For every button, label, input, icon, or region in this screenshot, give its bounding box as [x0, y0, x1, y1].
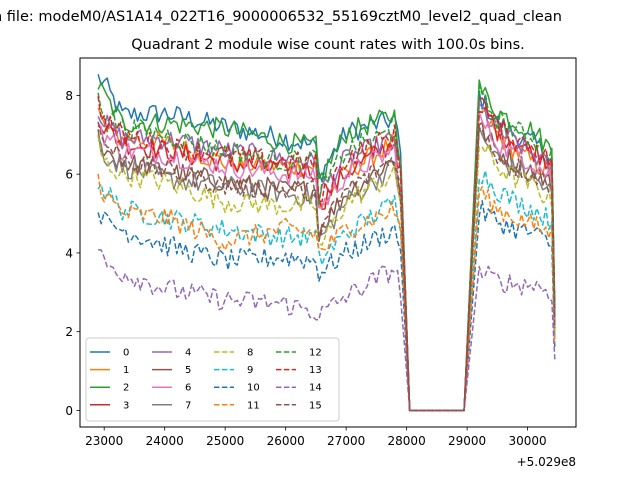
y-tick-label: 4	[65, 246, 73, 260]
figure-suptitle: n file: modeM0/AS1A14_022T16_9000006532_…	[0, 9, 562, 25]
series-line-15	[97, 121, 556, 412]
x-axis: 23000 24000 25000 26000 27000 28000 29000 30000	[85, 427, 547, 448]
x-tick-label: 25000	[206, 434, 244, 448]
legend-label-15: 15	[309, 400, 322, 411]
legend-label-12: 12	[309, 348, 322, 359]
plot-area	[97, 74, 556, 412]
series-line-9	[97, 169, 556, 412]
legend-label-4: 4	[185, 348, 191, 359]
x-tick-label: 27000	[327, 434, 365, 448]
y-tick-label: 6	[65, 168, 73, 182]
legend-label-8: 8	[247, 348, 253, 359]
y-axis: 0 2 4 6 8	[65, 89, 80, 418]
legend-label-11: 11	[247, 400, 260, 411]
chart-title: Quadrant 2 module wise count rates with …	[131, 37, 525, 53]
y-tick-label: 2	[65, 325, 73, 339]
series-line-13	[97, 96, 556, 412]
legend-label-9: 9	[247, 365, 253, 376]
y-tick-label: 8	[65, 89, 73, 103]
plot-frame	[79, 57, 577, 428]
series-line-8	[97, 136, 556, 412]
legend-box	[85, 337, 340, 422]
legend-label-1: 1	[123, 365, 129, 376]
series-line-14	[98, 248, 556, 412]
y-tick-label: 0	[65, 404, 73, 418]
legend-label-3: 3	[123, 400, 129, 411]
x-tick-label: 23000	[85, 434, 123, 448]
x-tick-label: 26000	[267, 434, 305, 448]
legend-label-7: 7	[185, 400, 191, 411]
x-tick-label: 30000	[509, 434, 547, 448]
x-tick-label: 24000	[146, 434, 184, 448]
x-axis-offset: +5.029e8	[517, 455, 576, 469]
series-line-7	[97, 126, 556, 412]
legend-label-14: 14	[309, 383, 322, 394]
x-tick-label: 28000	[388, 434, 426, 448]
legend-label-6: 6	[185, 383, 191, 394]
legend-label-13: 13	[309, 365, 322, 376]
x-tick-label: 29000	[448, 434, 486, 448]
series-line-3	[97, 97, 556, 412]
legend-label-0: 0	[123, 348, 129, 359]
series-line-2	[97, 79, 556, 412]
legend-label-10: 10	[247, 383, 260, 394]
legend-label-5: 5	[185, 365, 191, 376]
series-line-11	[97, 173, 556, 412]
legend-label-2: 2	[123, 383, 129, 394]
series-line-10	[97, 200, 556, 412]
